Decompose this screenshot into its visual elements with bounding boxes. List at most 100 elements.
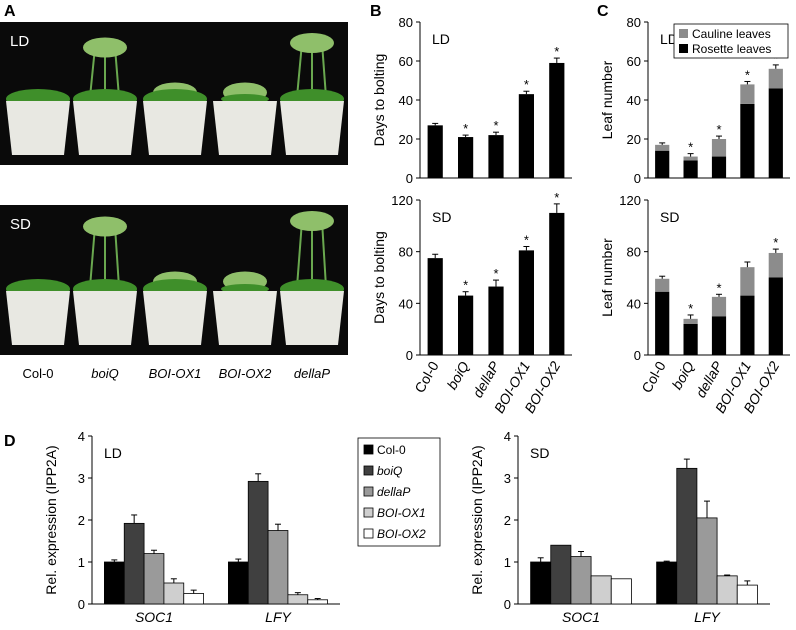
flowers xyxy=(83,37,127,58)
panel-condition: SD xyxy=(432,209,451,225)
flowers xyxy=(290,211,334,231)
y-axis-label: Days to bolting xyxy=(371,54,387,147)
legend-swatch xyxy=(363,507,374,518)
y-tick-label: 40 xyxy=(627,296,641,311)
significance-marker: * xyxy=(773,235,778,250)
bar xyxy=(716,575,738,605)
significance-marker: * xyxy=(554,44,559,59)
y-tick-label: 0 xyxy=(406,348,413,363)
bar xyxy=(143,553,165,605)
genotype-label: boiQ xyxy=(91,366,118,381)
legend-label: Col-0 xyxy=(377,443,406,457)
bar xyxy=(676,467,698,605)
y-tick-label: 3 xyxy=(78,471,85,486)
bar xyxy=(123,522,145,605)
pot xyxy=(73,101,137,155)
bar-segment xyxy=(768,88,783,178)
y-tick-label: 1 xyxy=(504,555,511,570)
bar xyxy=(518,94,534,178)
flowers xyxy=(83,216,127,237)
y-tick-label: 0 xyxy=(406,171,413,186)
x-tick-label: SOC1 xyxy=(135,609,173,625)
bar-segment xyxy=(768,277,783,355)
significance-marker: * xyxy=(493,118,498,133)
panel-condition: SD xyxy=(660,209,679,225)
bar xyxy=(427,125,443,178)
bar-segment xyxy=(711,316,727,355)
pot xyxy=(6,291,70,345)
y-tick-label: 60 xyxy=(399,54,413,69)
y-tick-label: 0 xyxy=(504,597,511,612)
significance-marker: * xyxy=(716,280,721,295)
pot xyxy=(213,291,277,345)
y-tick-label: 4 xyxy=(78,429,85,444)
y-tick-label: 80 xyxy=(627,15,641,30)
bar-segment xyxy=(768,68,783,89)
bar xyxy=(518,250,534,355)
bar xyxy=(287,594,309,605)
condition-label: SD xyxy=(10,216,31,233)
y-axis-label: Leaf number xyxy=(599,60,615,139)
x-tick-label: LFY xyxy=(265,609,292,625)
bar-segment xyxy=(711,156,727,178)
bar-segment xyxy=(711,296,727,317)
bar-segment xyxy=(740,295,755,355)
flowers xyxy=(290,33,334,53)
pot xyxy=(213,101,277,155)
legend-swatch xyxy=(363,444,374,455)
y-tick-label: 1 xyxy=(78,555,85,570)
y-axis-label: Days to bolting xyxy=(371,231,387,324)
bar-segment xyxy=(655,150,670,178)
significance-marker: * xyxy=(463,278,468,293)
significance-marker: * xyxy=(716,122,721,137)
significance-marker: * xyxy=(554,190,559,205)
bar xyxy=(488,135,504,178)
bar-segment xyxy=(683,156,698,161)
genotype-label: dellaP xyxy=(294,366,330,381)
bar xyxy=(549,212,565,355)
bar xyxy=(183,593,204,605)
pot xyxy=(143,101,207,155)
legend-label: boiQ xyxy=(377,464,402,478)
y-tick-label: 3 xyxy=(504,471,511,486)
pot xyxy=(143,291,207,345)
bar-segment xyxy=(683,160,698,178)
genotype-label: Col-0 xyxy=(22,366,53,381)
bar xyxy=(610,578,632,605)
bar xyxy=(590,575,612,605)
y-tick-label: 120 xyxy=(619,193,641,208)
y-tick-label: 80 xyxy=(399,15,413,30)
bar-segment xyxy=(711,139,727,157)
significance-marker: * xyxy=(524,77,529,92)
bar xyxy=(458,137,474,178)
x-tick-label: Col-0 xyxy=(411,358,442,395)
y-tick-label: 60 xyxy=(627,54,641,69)
bar xyxy=(550,544,572,605)
bar xyxy=(458,295,474,355)
y-tick-label: 80 xyxy=(627,245,641,260)
legend-swatch xyxy=(363,465,374,476)
legend-swatch xyxy=(363,486,374,497)
significance-marker: * xyxy=(463,121,468,136)
legend-swatch xyxy=(679,44,688,53)
y-tick-label: 4 xyxy=(504,429,511,444)
y-tick-label: 0 xyxy=(78,597,85,612)
legend-label: Rosette leaves xyxy=(692,42,771,56)
significance-marker: * xyxy=(688,140,693,155)
x-tick-label: Col-0 xyxy=(638,358,669,395)
bar xyxy=(549,62,565,179)
bar-segment xyxy=(740,84,755,104)
bar-segment xyxy=(655,278,670,292)
significance-marker: * xyxy=(773,51,778,66)
y-tick-label: 80 xyxy=(399,245,413,260)
y-tick-label: 2 xyxy=(504,513,511,528)
pot xyxy=(6,101,70,155)
legend-swatch xyxy=(679,29,688,38)
significance-marker: * xyxy=(493,266,498,281)
x-tick-label: SOC1 xyxy=(562,609,600,625)
x-tick-label: boiQ xyxy=(444,358,473,392)
panel-letter: D xyxy=(4,433,16,450)
y-tick-label: 2 xyxy=(78,513,85,528)
bar xyxy=(247,480,269,605)
y-tick-label: 40 xyxy=(399,296,413,311)
